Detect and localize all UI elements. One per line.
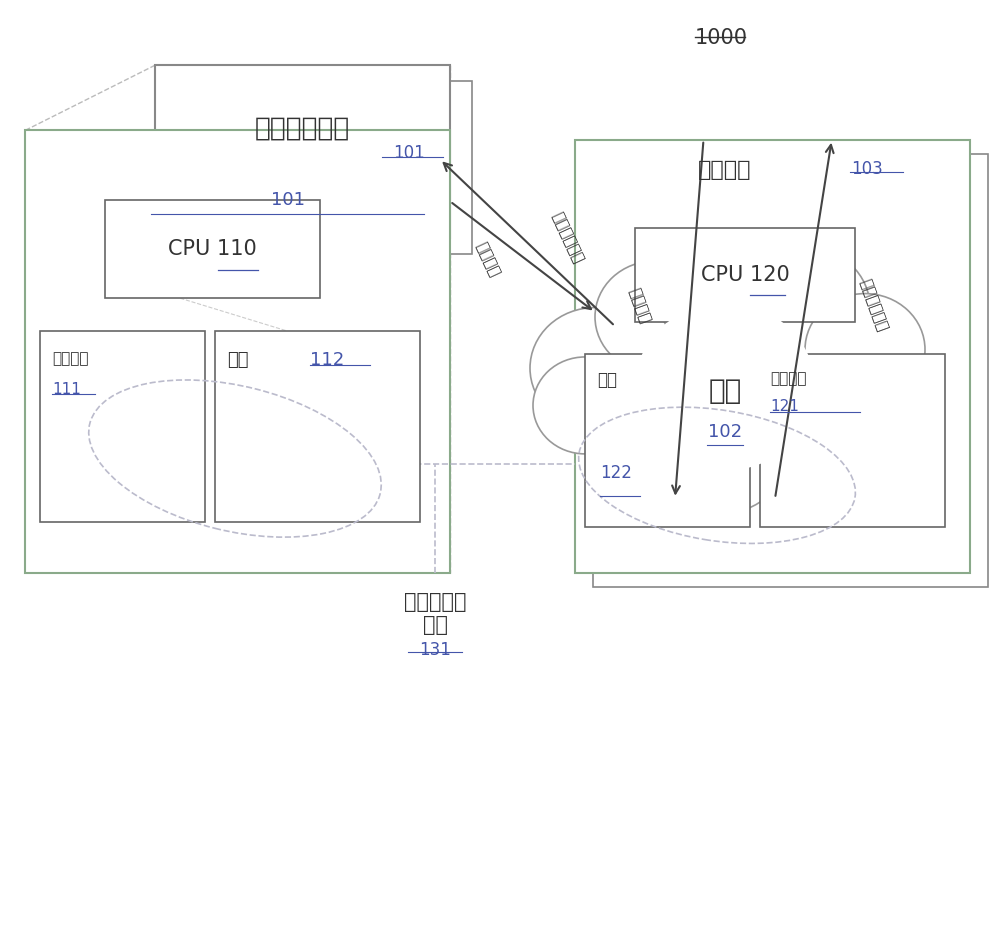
Text: 用户输入: 用户输入 [626,285,653,325]
Circle shape [635,303,815,471]
Text: 内存: 内存 [597,371,617,389]
Circle shape [760,401,870,503]
Circle shape [595,261,715,373]
Text: CPU 120: CPU 120 [701,265,789,285]
Text: 112: 112 [310,351,344,369]
Text: 122: 122 [600,464,632,482]
Text: 1000: 1000 [695,28,748,48]
Text: CPU 110: CPU 110 [168,240,257,259]
Bar [635,228,855,322]
Text: 用户设备: 用户设备 [698,160,752,180]
Text: 储存空间: 储存空间 [52,351,88,366]
Bar [155,65,450,238]
Bar [177,81,472,254]
Text: 103: 103 [851,160,883,178]
Text: 101: 101 [393,144,425,162]
Bar [105,200,320,298]
Text: 131: 131 [419,641,451,659]
Bar [575,140,970,573]
Circle shape [665,401,785,513]
Circle shape [530,308,660,429]
Bar [760,354,945,527]
Circle shape [533,357,637,454]
Text: 服务器计算机: 服务器计算机 [255,116,350,142]
Text: 101: 101 [271,191,305,209]
Text: 内存: 内存 [227,351,248,369]
Circle shape [818,357,922,454]
Text: 121: 121 [770,399,799,414]
Bar [25,130,450,573]
Bar [593,154,988,587]
Text: 串流视频剪辑: 串流视频剪辑 [549,210,586,267]
Text: 111: 111 [52,382,81,397]
Bar [40,331,205,522]
Text: 网络: 网络 [708,377,742,405]
Text: 储存空间: 储存空间 [770,371,806,386]
Text: 102: 102 [708,422,742,441]
Text: 串流视频剪辑: 串流视频剪辑 [857,277,890,334]
Text: 计算机程序
产品: 计算机程序 产品 [404,592,466,635]
Text: 用户输入: 用户输入 [473,240,502,279]
Circle shape [657,230,793,357]
Circle shape [805,294,925,405]
Bar [215,331,420,522]
Circle shape [740,247,870,368]
Circle shape [590,391,700,494]
Bar [585,354,750,527]
